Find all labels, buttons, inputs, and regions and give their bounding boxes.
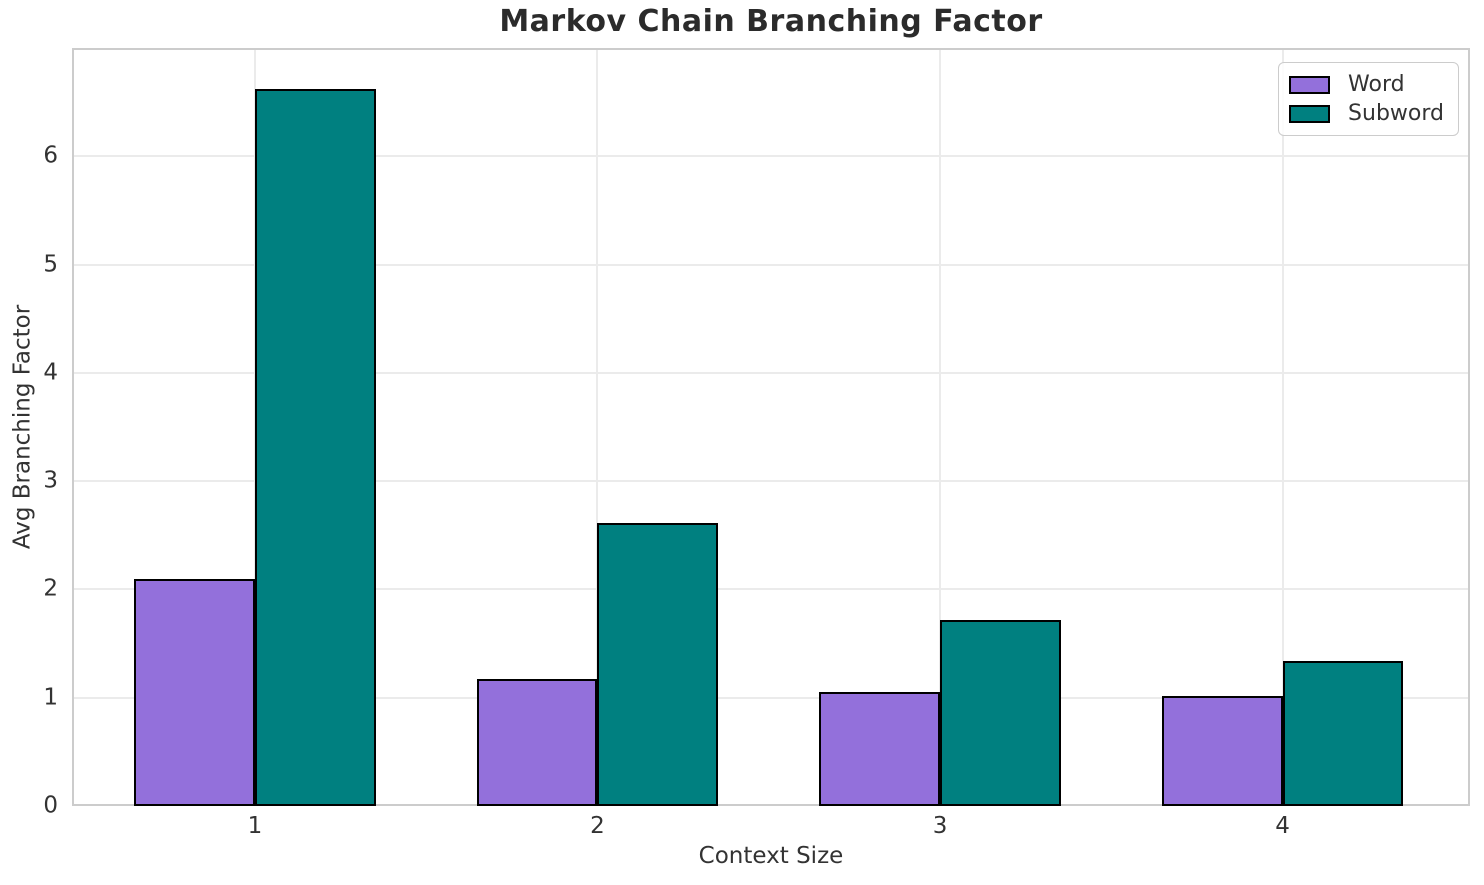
chart-title: Markov Chain Branching Factor: [499, 4, 1043, 39]
y-tick-label-6: 6: [43, 142, 58, 169]
x-tick-label-1: 1: [247, 813, 263, 839]
x-tick-label-3: 3: [932, 813, 948, 839]
x-gridline-2: [596, 48, 599, 806]
y-tick-label-0: 0: [43, 792, 58, 819]
bar-word-ctx1: [134, 578, 255, 806]
y-tick-label-3: 3: [43, 467, 58, 494]
y-tick-label-4: 4: [43, 359, 58, 386]
legend-label-word: Word: [1348, 71, 1405, 97]
legend-item-word: Word: [1289, 70, 1444, 99]
x-gridline-3: [939, 48, 942, 806]
y-gridline-1: [72, 696, 1470, 699]
bar-subword-ctx2: [597, 523, 719, 806]
y-tick-label-2: 2: [43, 575, 58, 602]
y-gridline-2: [72, 588, 1470, 591]
legend: Word Subword: [1278, 62, 1459, 136]
x-tick-label-4: 4: [1275, 813, 1290, 839]
y-axis-label: Avg Branching Factor: [9, 304, 36, 550]
legend-label-subword: Subword: [1348, 100, 1444, 126]
y-tick-label-5: 5: [43, 251, 58, 278]
bar-word-ctx3: [819, 692, 941, 806]
plot-area: Word Subword: [72, 48, 1470, 806]
y-gridline-5: [72, 263, 1470, 266]
y-gridline-4: [72, 371, 1470, 374]
x-gridline-4: [1281, 48, 1284, 806]
legend-item-subword: Subword: [1289, 99, 1444, 128]
x-axis-label: Context Size: [698, 843, 844, 869]
bar-word-ctx2: [476, 679, 598, 806]
y-gridline-3: [72, 480, 1470, 483]
bar-subword-ctx3: [940, 619, 1061, 806]
bar-word-ctx4: [1162, 695, 1283, 806]
y-gridline-6: [72, 155, 1470, 158]
legend-swatch-word: [1289, 75, 1331, 94]
bar-subword-ctx4: [1282, 660, 1404, 806]
bar-subword-ctx1: [254, 89, 376, 806]
legend-swatch-subword: [1289, 104, 1331, 123]
x-tick-label-2: 2: [590, 813, 605, 839]
y-tick-label-1: 1: [43, 684, 58, 711]
